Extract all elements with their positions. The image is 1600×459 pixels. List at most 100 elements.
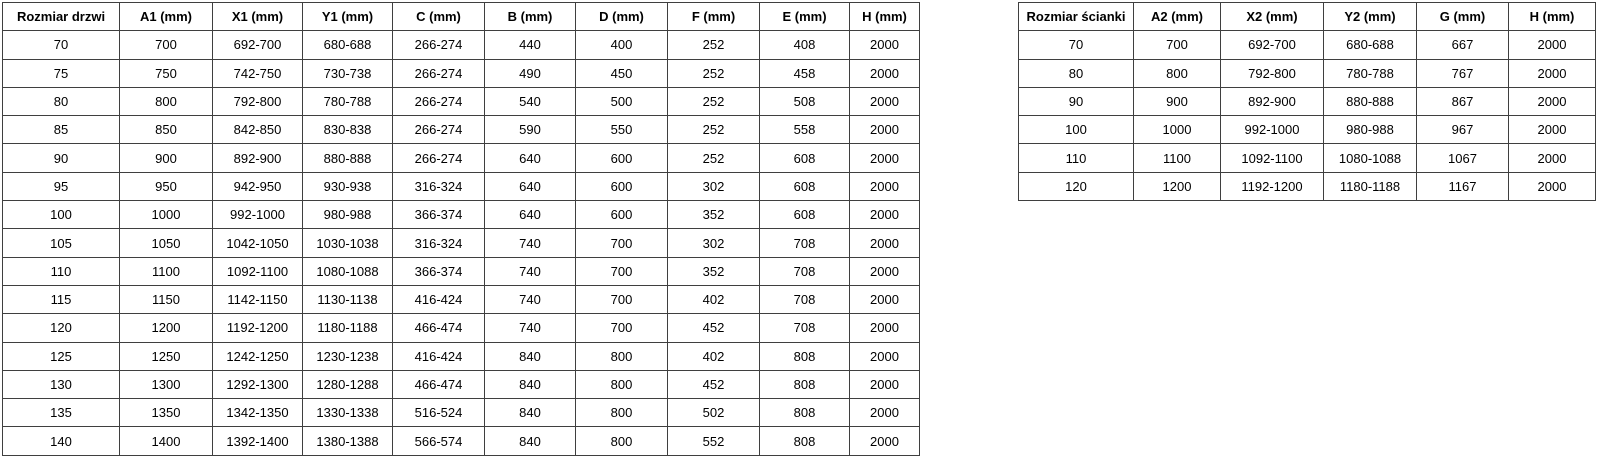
column-header: Y1 (mm) bbox=[302, 1, 393, 32]
table-cell: 1300 bbox=[119, 369, 213, 400]
table-cell: 2000 bbox=[849, 115, 920, 145]
table-cell: 700 bbox=[119, 30, 213, 60]
table-cell: 1200 bbox=[119, 313, 213, 343]
table-cell: 508 bbox=[759, 86, 850, 117]
table-cell: 700 bbox=[575, 313, 668, 343]
table-cell: 516-524 bbox=[392, 398, 485, 428]
table-cell: 120 bbox=[2, 313, 120, 343]
table-row: 140 1400 1392-1400 1380-1388 566-574 840 800 55… bbox=[2, 426, 920, 456]
table-cell: 740 bbox=[484, 313, 576, 343]
table-cell: 730-738 bbox=[302, 58, 393, 88]
table-cell: 105 bbox=[2, 228, 120, 258]
table-cell: 252 bbox=[667, 58, 760, 88]
table-cell: 1130-1138 bbox=[302, 284, 393, 315]
table-cell: 700 bbox=[1133, 30, 1221, 60]
table-cell: 130 bbox=[2, 369, 120, 400]
header-row: Rozmiar ścianki A2 (mm) X2 (mm) Y2 (mm) G (m… bbox=[1018, 1, 1596, 32]
table-cell: 2000 bbox=[849, 86, 920, 117]
table-cell: 70 bbox=[1018, 30, 1134, 60]
table-cell: 608 bbox=[759, 200, 850, 230]
table-cell: 792-800 bbox=[1220, 58, 1324, 88]
column-header: F (mm) bbox=[667, 1, 760, 32]
table-cell: 980-988 bbox=[302, 200, 393, 230]
table-cell: 1100 bbox=[119, 256, 213, 286]
table-cell: 120 bbox=[1018, 171, 1134, 202]
table-row: 90 900 892-900 880-888 867 2000 bbox=[1018, 86, 1596, 117]
table-cell: 792-800 bbox=[212, 86, 303, 117]
table-cell: 667 bbox=[1416, 30, 1509, 60]
table-row: 110 1100 1092-1100 1080-1088 366-374 740 700 35… bbox=[2, 256, 920, 286]
table-cell: 566-574 bbox=[392, 426, 485, 456]
table-cell: 2000 bbox=[849, 369, 920, 400]
table-cell: 502 bbox=[667, 398, 760, 428]
column-header: X2 (mm) bbox=[1220, 1, 1324, 32]
table-row: 80 800 792-800 780-788 266-274 540 500 252 508 20… bbox=[2, 86, 920, 117]
table-cell: 1080-1088 bbox=[302, 256, 393, 286]
column-header: Rozmiar drzwi bbox=[2, 1, 120, 32]
table-cell: 1350 bbox=[119, 398, 213, 428]
table-cell: 558 bbox=[759, 115, 850, 145]
table-cell: 2000 bbox=[849, 426, 920, 456]
table-cell: 2000 bbox=[1508, 143, 1596, 173]
table-cell: 252 bbox=[667, 30, 760, 60]
table-cell: 1080-1088 bbox=[1323, 143, 1417, 173]
table-cell: 692-700 bbox=[1220, 30, 1324, 60]
table-cell: 1030-1038 bbox=[302, 228, 393, 258]
table-cell: 840 bbox=[484, 369, 576, 400]
table-cell: 266-274 bbox=[392, 86, 485, 117]
table-cell: 70 bbox=[2, 30, 120, 60]
table-cell: 452 bbox=[667, 369, 760, 400]
table-cell: 80 bbox=[2, 86, 120, 117]
table-cell: 125 bbox=[2, 341, 120, 371]
table-cell: 266-274 bbox=[392, 115, 485, 145]
table-cell: 1180-1188 bbox=[1323, 171, 1417, 202]
table-cell: 800 bbox=[575, 369, 668, 400]
table-cell: 680-688 bbox=[1323, 30, 1417, 60]
table-cell: 892-900 bbox=[1220, 86, 1324, 117]
table-cell: 316-324 bbox=[392, 228, 485, 258]
table-cell: 352 bbox=[667, 200, 760, 230]
table-cell: 740 bbox=[484, 256, 576, 286]
table-cell: 1167 bbox=[1416, 171, 1509, 202]
table-cell: 95 bbox=[2, 171, 120, 202]
table-cell: 942-950 bbox=[212, 171, 303, 202]
table-cell: 466-474 bbox=[392, 369, 485, 400]
table-cell: 550 bbox=[575, 115, 668, 145]
table-cell: 1380-1388 bbox=[302, 426, 393, 456]
table-cell: 408 bbox=[759, 30, 850, 60]
table-cell: 316-324 bbox=[392, 171, 485, 202]
table-cell: 500 bbox=[575, 86, 668, 117]
table-row: 125 1250 1242-1250 1230-1238 416-424 840 800 40… bbox=[2, 341, 920, 371]
table-cell: 252 bbox=[667, 115, 760, 145]
table-cell: 2000 bbox=[849, 30, 920, 60]
table-cell: 252 bbox=[667, 143, 760, 173]
table-cell: 640 bbox=[484, 171, 576, 202]
table-cell: 1242-1250 bbox=[212, 341, 303, 371]
table-cell: 2000 bbox=[849, 143, 920, 173]
table-cell: 1000 bbox=[119, 200, 213, 230]
table-cell: 2000 bbox=[1508, 30, 1596, 60]
table-cell: 867 bbox=[1416, 86, 1509, 117]
table-cell: 992-1000 bbox=[212, 200, 303, 230]
table-cell: 930-938 bbox=[302, 171, 393, 202]
table-cell: 90 bbox=[2, 143, 120, 173]
table-cell: 700 bbox=[575, 256, 668, 286]
table-cell: 302 bbox=[667, 171, 760, 202]
table-row: 115 1150 1142-1150 1130-1138 416-424 740 700 40… bbox=[2, 284, 920, 315]
table-cell: 742-750 bbox=[212, 58, 303, 88]
column-header: C (mm) bbox=[392, 1, 485, 32]
table-cell: 800 bbox=[575, 341, 668, 371]
table-cell: 110 bbox=[1018, 143, 1134, 173]
table-cell: 1092-1100 bbox=[1220, 143, 1324, 173]
table-cell: 2000 bbox=[1508, 58, 1596, 88]
table-cell: 1280-1288 bbox=[302, 369, 393, 400]
table-cell: 2000 bbox=[849, 398, 920, 428]
table-cell: 840 bbox=[484, 426, 576, 456]
table-cell: 880-888 bbox=[1323, 86, 1417, 117]
table-cell: 830-838 bbox=[302, 115, 393, 145]
table-cell: 808 bbox=[759, 426, 850, 456]
table-row: 95 950 942-950 930-938 316-324 640 600 302 608 20… bbox=[2, 171, 920, 202]
table-cell: 900 bbox=[119, 143, 213, 173]
table-cell: 1400 bbox=[119, 426, 213, 456]
table-cell: 302 bbox=[667, 228, 760, 258]
